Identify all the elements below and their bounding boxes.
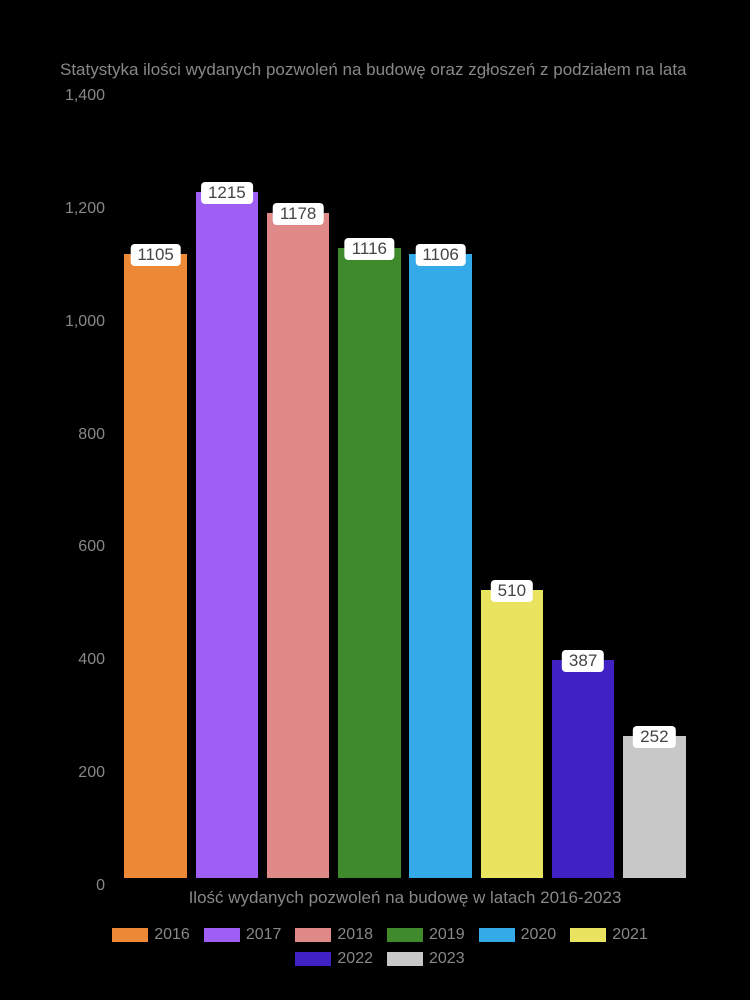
legend-item-2017: 2017 bbox=[204, 926, 282, 944]
legend-swatch bbox=[387, 928, 423, 942]
legend-label: 2023 bbox=[429, 950, 465, 968]
plot-area: 11051215117811161106510387252 bbox=[120, 88, 690, 878]
y-tick: 1,000 bbox=[65, 313, 105, 331]
legend-swatch bbox=[570, 928, 606, 942]
y-tick: 200 bbox=[78, 764, 105, 782]
bar-value-label: 1105 bbox=[130, 244, 181, 266]
legend-label: 2022 bbox=[337, 950, 373, 968]
legend-item-2019: 2019 bbox=[387, 926, 465, 944]
plot-wrap: 02004006008001,0001,2001,400 11051215117… bbox=[60, 88, 700, 878]
chart-title: Statystyka ilości wydanych pozwoleń na b… bbox=[60, 60, 700, 80]
bar-2020: 1106 bbox=[409, 254, 472, 878]
legend-item-2023: 2023 bbox=[387, 950, 465, 968]
legend-label: 2019 bbox=[429, 926, 465, 944]
legend-swatch bbox=[295, 928, 331, 942]
legend: 2016 2017 2018 2019 2020 2021 2022 2023 bbox=[60, 926, 700, 968]
legend-item-2020: 2020 bbox=[479, 926, 557, 944]
y-tick: 600 bbox=[78, 538, 105, 556]
bar-value-label: 1106 bbox=[415, 244, 466, 266]
bar-value-label: 1215 bbox=[201, 182, 253, 204]
legend-item-2022: 2022 bbox=[295, 950, 373, 968]
legend-swatch bbox=[204, 928, 240, 942]
legend-swatch bbox=[479, 928, 515, 942]
y-axis: 02004006008001,0001,2001,400 bbox=[55, 88, 115, 878]
legend-item-2021: 2021 bbox=[570, 926, 648, 944]
bar-2016: 1105 bbox=[124, 254, 187, 878]
y-tick: 800 bbox=[78, 426, 105, 444]
bar-chart: Statystyka ilości wydanych pozwoleń na b… bbox=[60, 60, 700, 940]
y-tick: 1,400 bbox=[65, 87, 105, 105]
legend-item-2016: 2016 bbox=[112, 926, 190, 944]
legend-label: 2018 bbox=[337, 926, 373, 944]
bar-2018: 1178 bbox=[267, 213, 330, 878]
bar-value-label: 387 bbox=[562, 650, 604, 672]
bar-value-label: 1178 bbox=[273, 203, 324, 225]
legend-label: 2021 bbox=[612, 926, 648, 944]
bar-value-label: 252 bbox=[633, 726, 675, 748]
bar-2021: 510 bbox=[481, 590, 544, 878]
y-tick: 0 bbox=[96, 877, 105, 895]
legend-label: 2017 bbox=[246, 926, 282, 944]
y-tick: 400 bbox=[78, 651, 105, 669]
legend-swatch bbox=[295, 952, 331, 966]
bar-2019: 1116 bbox=[338, 248, 401, 878]
bar-2023: 252 bbox=[623, 736, 686, 878]
legend-label: 2016 bbox=[154, 926, 190, 944]
bar-2017: 1215 bbox=[196, 192, 259, 878]
legend-item-2018: 2018 bbox=[295, 926, 373, 944]
bar-2022: 387 bbox=[552, 660, 615, 878]
legend-swatch bbox=[387, 952, 423, 966]
legend-label: 2020 bbox=[521, 926, 557, 944]
bar-value-label: 510 bbox=[491, 580, 533, 602]
x-axis-label: Ilość wydanych pozwoleń na budowę w lata… bbox=[120, 888, 690, 908]
legend-swatch bbox=[112, 928, 148, 942]
bar-value-label: 1116 bbox=[345, 238, 394, 260]
y-tick: 1,200 bbox=[65, 200, 105, 218]
